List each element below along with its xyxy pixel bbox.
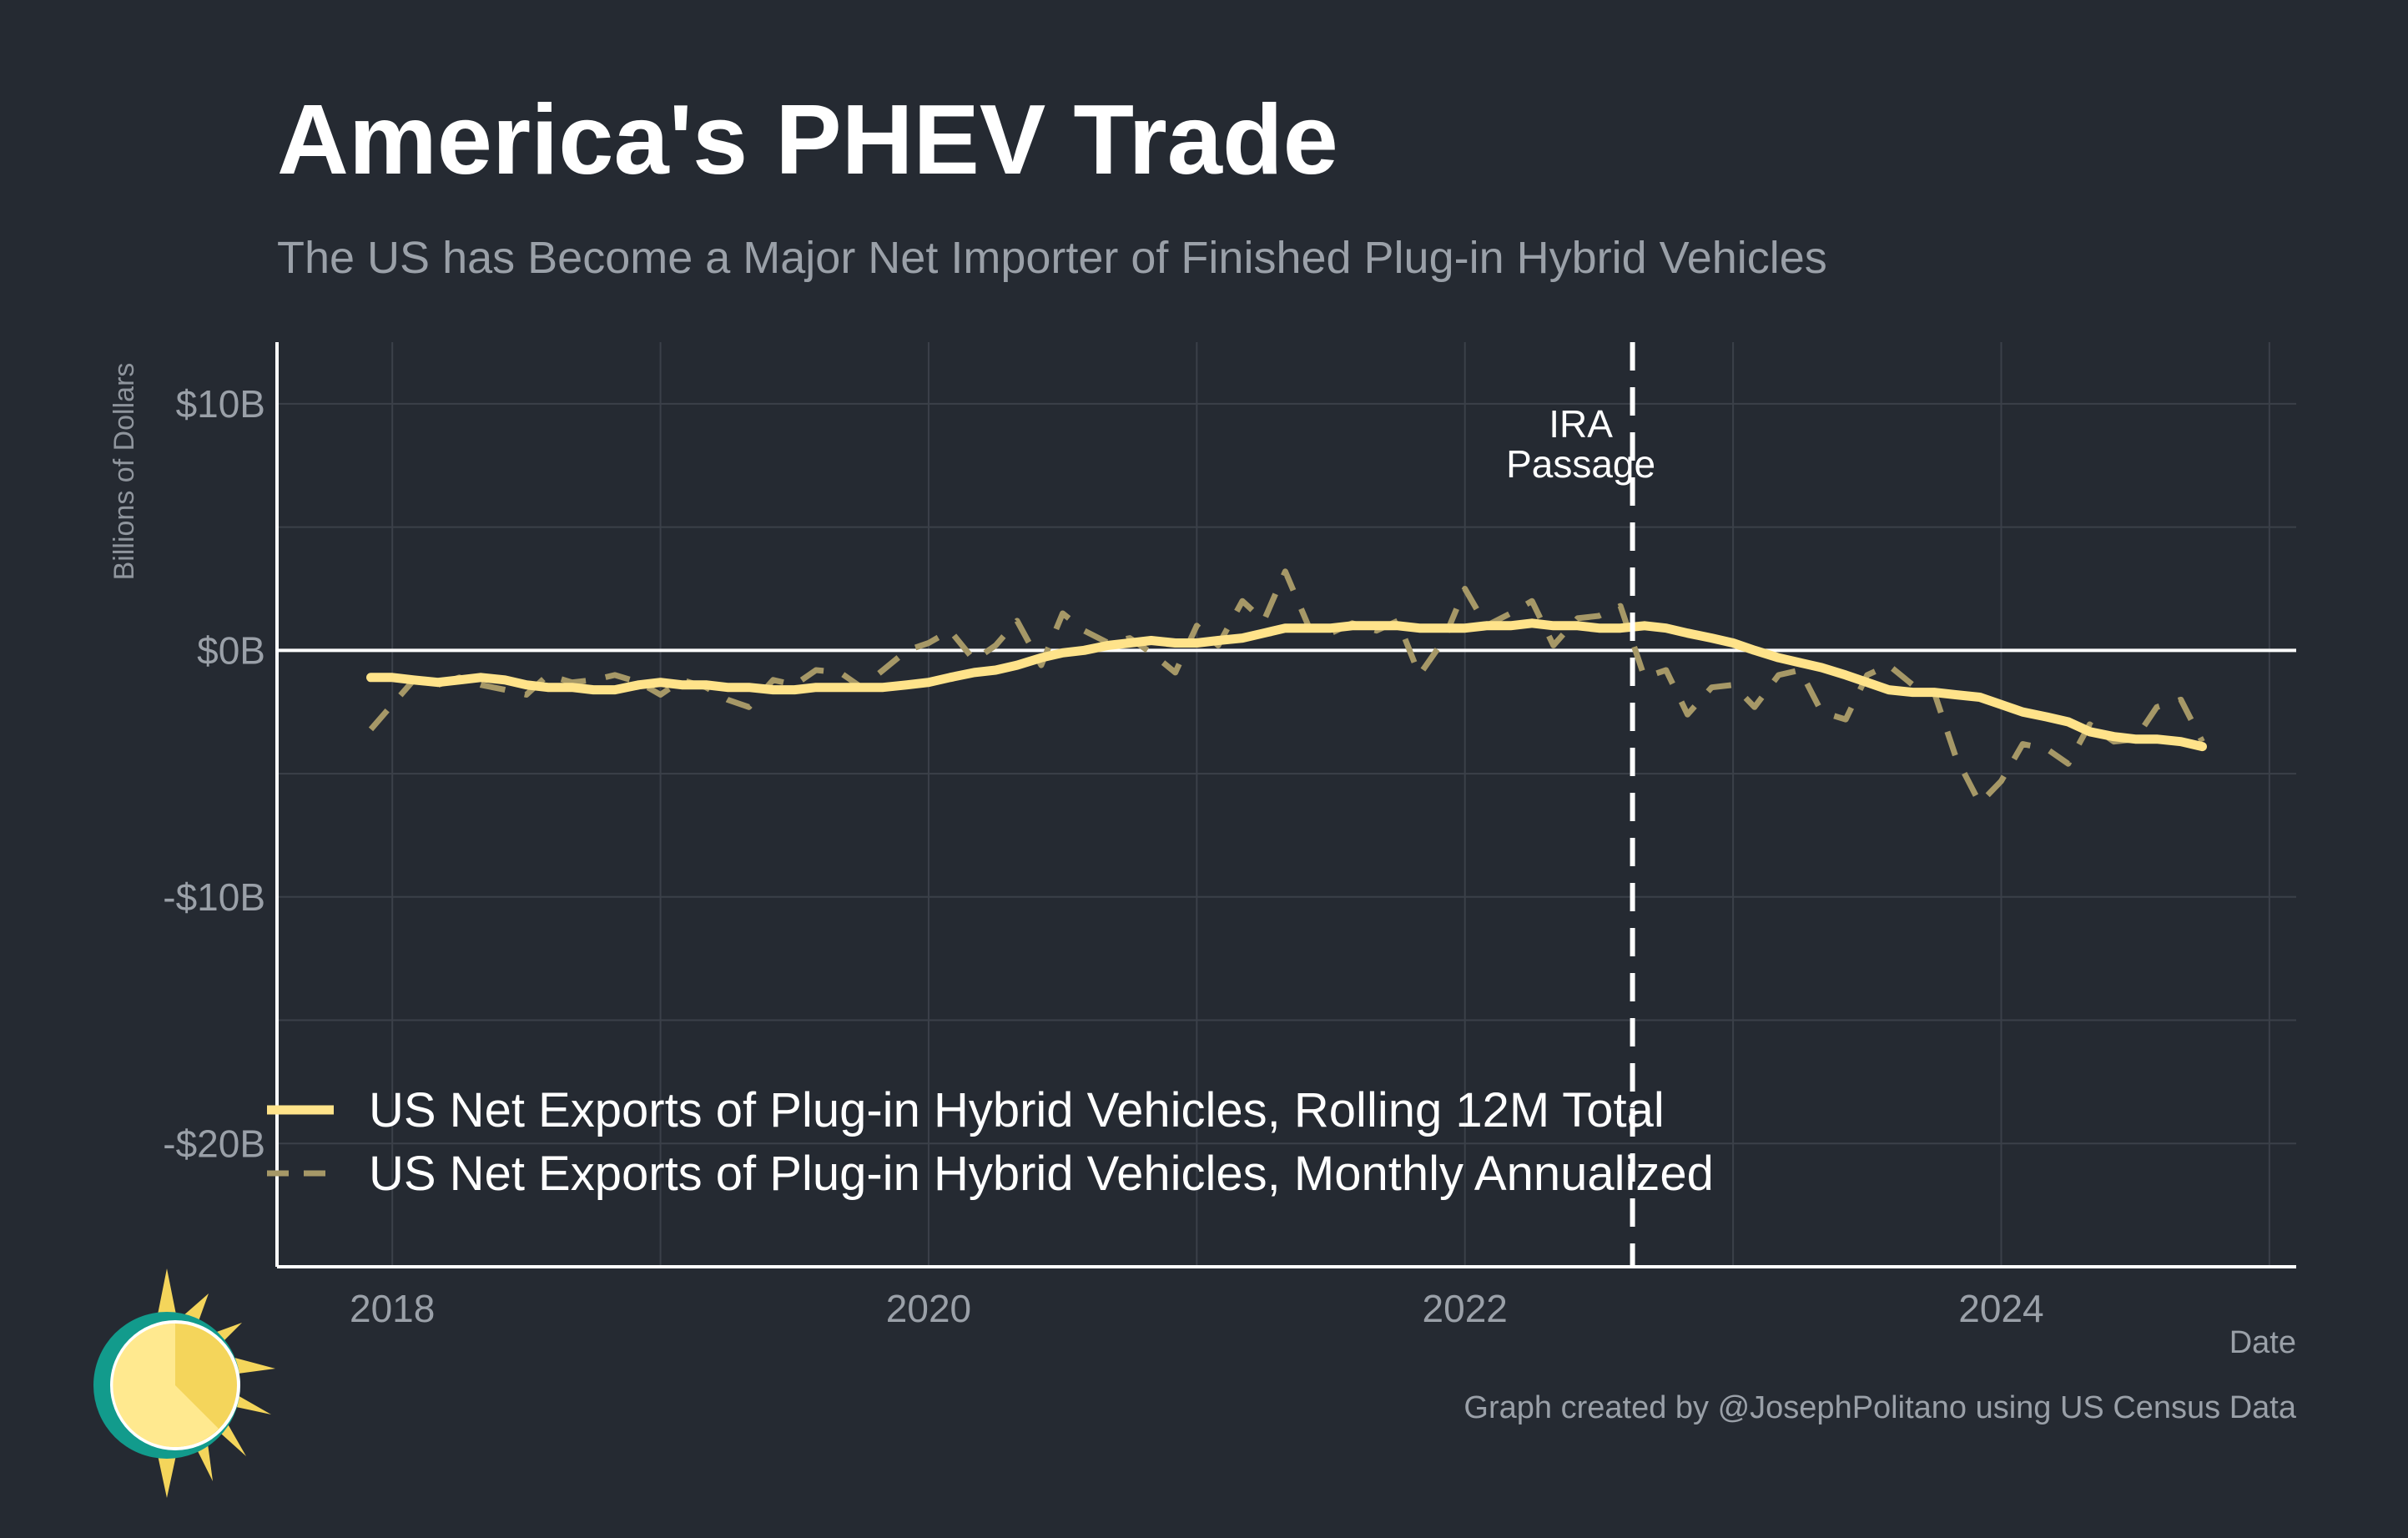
legend-label-monthly: US Net Exports of Plug-in Hybrid Vehicle… (369, 1147, 1714, 1201)
y-tick-label: $10B (176, 382, 265, 426)
chart-title: America's PHEV Trade (277, 84, 1338, 195)
legend: US Net Exports of Plug-in Hybrid Vehicle… (267, 1083, 1714, 1201)
ira-annotation-line1: IRA (1549, 402, 1613, 446)
x-tick-label: 2022 (1423, 1287, 1508, 1330)
tick-labels: $10B $0B -$10B -$20B 2018 2020 2022 2024 (163, 382, 2043, 1330)
x-tick-label: 2018 (350, 1287, 435, 1330)
y-tick-label: $0B (197, 628, 265, 672)
y-tick-label: -$20B (163, 1122, 265, 1165)
legend-label-rolling: US Net Exports of Plug-in Hybrid Vehicle… (369, 1083, 1665, 1137)
series-monthly-annualized (368, 568, 2205, 806)
y-tick-label: -$10B (163, 875, 265, 919)
y-axis-label: Billions of Dollars (108, 363, 140, 581)
ira-annotation-line2: Passage (1506, 442, 1655, 486)
sun-logo-icon (93, 1268, 275, 1498)
x-tick-label: 2020 (886, 1287, 971, 1330)
caption: Graph created by @JosephPolitano using U… (1463, 1390, 2296, 1425)
x-tick-label: 2024 (1958, 1287, 2043, 1330)
x-axis-label: Date (2229, 1325, 2296, 1360)
chart-subtitle: The US has Become a Major Net Importer o… (277, 233, 1827, 283)
series-lines (366, 568, 2207, 806)
series-rolling-12m (366, 618, 2207, 752)
